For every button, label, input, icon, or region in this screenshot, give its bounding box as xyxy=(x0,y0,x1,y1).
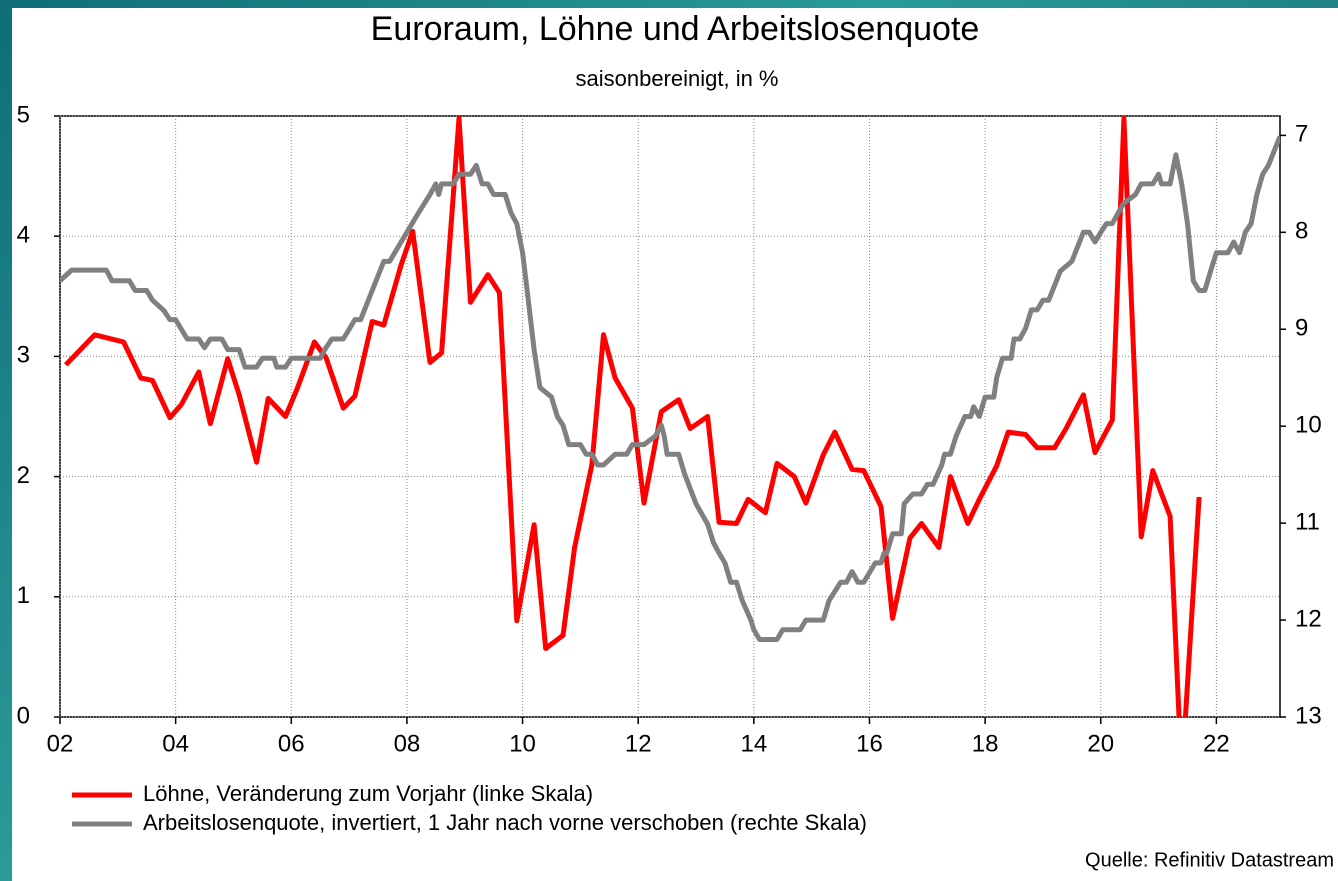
x-tick-label: 20 xyxy=(1087,730,1114,757)
y2-tick-label: 12 xyxy=(1295,605,1322,632)
x-tick-label: 06 xyxy=(278,730,305,757)
series-line xyxy=(60,135,1280,642)
series-line xyxy=(63,116,1202,717)
x-tick-label: 10 xyxy=(509,730,536,757)
y2-tick-label: 11 xyxy=(1295,508,1320,535)
x-tick-label: 12 xyxy=(625,730,652,757)
legend-label: Arbeitslosenquote, invertiert, 1 Jahr na… xyxy=(143,810,867,835)
x-tick-label: 02 xyxy=(47,730,74,757)
y-tick-label: 1 xyxy=(17,582,30,609)
chart-title: Euroraum, Löhne und Arbeitslosenquote xyxy=(371,10,980,48)
source: Quelle: Refinitiv Datastream xyxy=(1085,849,1334,871)
y2-tick-label: 8 xyxy=(1295,218,1308,245)
chart-subtitle: saisonbereinigt, in % xyxy=(575,66,778,91)
y-tick-label: 4 xyxy=(17,222,30,249)
y2-tick-label: 9 xyxy=(1295,315,1308,342)
plot-area xyxy=(60,116,1280,717)
x-tick-label: 14 xyxy=(740,730,767,757)
y-tick-label: 5 xyxy=(17,101,30,128)
y2-tick-label: 10 xyxy=(1295,412,1322,439)
x-tick-label: 04 xyxy=(162,730,189,757)
x-tick-label: 18 xyxy=(972,730,999,757)
panel xyxy=(12,8,1338,881)
y2-tick-label: 7 xyxy=(1295,121,1308,148)
x-tick-label: 16 xyxy=(856,730,883,757)
x-tick-label: 22 xyxy=(1203,730,1230,757)
y-tick-label: 3 xyxy=(17,342,30,369)
legend-label: Löhne, Veränderung zum Vorjahr (linke Sk… xyxy=(143,781,593,806)
y2-tick-label: 13 xyxy=(1295,702,1322,729)
x-tick-label: 08 xyxy=(394,730,421,757)
y-tick-label: 0 xyxy=(17,702,30,729)
y-tick-label: 2 xyxy=(17,462,30,489)
